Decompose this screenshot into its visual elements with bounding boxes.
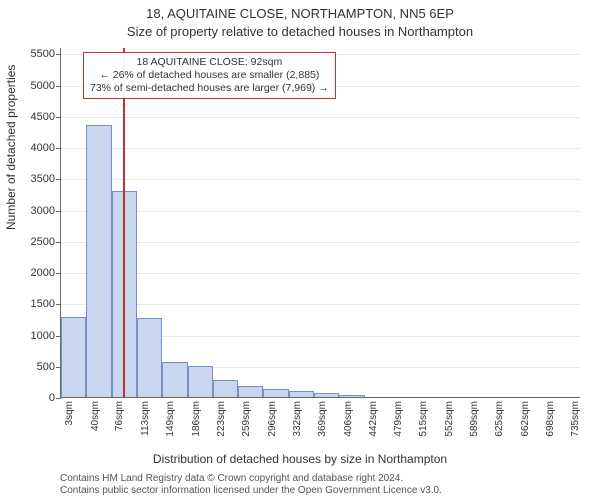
xtick-label: 296sqm [267, 401, 278, 437]
plot-inner: 0500100015002000250030003500400045005000… [61, 48, 580, 397]
gridline [61, 273, 580, 274]
xtick-label: 515sqm [418, 401, 429, 437]
xtick-label: 76sqm [114, 401, 125, 431]
histogram-bar [263, 389, 288, 397]
gridline [61, 211, 580, 212]
gridline [61, 117, 580, 118]
histogram-bar [289, 391, 314, 397]
ytick-mark [56, 54, 61, 55]
histogram-bar [339, 395, 364, 398]
ytick-mark [56, 148, 61, 149]
gridline [61, 304, 580, 305]
ytick-label: 2500 [31, 236, 55, 248]
xtick-label: 3sqm [64, 401, 75, 425]
x-axis-label: Distribution of detached houses by size … [0, 452, 600, 466]
ytick-label: 5000 [31, 80, 55, 92]
ytick-mark [56, 211, 61, 212]
ytick-label: 3000 [31, 205, 55, 217]
xtick-label: 625sqm [494, 401, 505, 437]
histogram-bar [137, 318, 162, 397]
xtick-label: 552sqm [444, 401, 455, 437]
ytick-label: 3500 [31, 173, 55, 185]
property-marker-line [123, 48, 125, 397]
ytick-mark [56, 242, 61, 243]
y-axis-label: Number of detached properties [4, 65, 18, 230]
xtick-label: 589sqm [469, 401, 480, 437]
xtick-label: 186sqm [191, 401, 202, 437]
annotation-line-3: 73% of semi-detached houses are larger (… [90, 82, 329, 95]
xtick-label: 442sqm [368, 401, 379, 437]
ytick-label: 5500 [31, 48, 55, 60]
ytick-mark [56, 398, 61, 399]
annotation-box: 18 AQUITAINE CLOSE: 92sqm← 26% of detach… [83, 52, 336, 99]
ytick-label: 1500 [31, 298, 55, 310]
gridline [61, 148, 580, 149]
xtick-label: 223sqm [216, 401, 227, 437]
annotation-line-2: ← 26% of detached houses are smaller (2,… [90, 69, 329, 82]
histogram-bar [213, 380, 238, 397]
xtick-label: 698sqm [545, 401, 556, 437]
histogram-bar [61, 317, 86, 397]
ytick-label: 0 [49, 392, 55, 404]
footer-line-1: Contains HM Land Registry data © Crown c… [60, 473, 403, 484]
chart-subtitle: Size of property relative to detached ho… [0, 24, 600, 39]
gridline [61, 242, 580, 243]
ytick-mark [56, 304, 61, 305]
xtick-label: 259sqm [241, 401, 252, 437]
histogram-bar [314, 393, 339, 397]
gridline [61, 179, 580, 180]
histogram-bar [188, 366, 213, 397]
plot-area: 0500100015002000250030003500400045005000… [60, 48, 580, 398]
ytick-mark [56, 86, 61, 87]
xtick-label: 406sqm [343, 401, 354, 437]
xtick-label: 662sqm [520, 401, 531, 437]
footer-line-2: Contains public sector information licen… [60, 485, 442, 496]
ytick-label: 500 [37, 361, 55, 373]
xtick-label: 332sqm [292, 401, 303, 437]
ytick-mark [56, 117, 61, 118]
ytick-mark [56, 273, 61, 274]
histogram-bar [162, 362, 187, 397]
ytick-label: 4500 [31, 111, 55, 123]
annotation-line-1: 18 AQUITAINE CLOSE: 92sqm [90, 56, 329, 69]
xtick-label: 40sqm [90, 401, 101, 431]
property-size-chart: 18, AQUITAINE CLOSE, NORTHAMPTON, NN5 6E… [0, 0, 600, 500]
histogram-bar [86, 125, 111, 397]
xtick-label: 735sqm [570, 401, 581, 437]
xtick-label: 113sqm [140, 401, 151, 436]
chart-title: 18, AQUITAINE CLOSE, NORTHAMPTON, NN5 6E… [0, 6, 600, 21]
xtick-label: 479sqm [393, 401, 404, 437]
ytick-label: 4000 [31, 142, 55, 154]
histogram-bar [238, 386, 263, 397]
ytick-label: 1000 [31, 330, 55, 342]
xtick-label: 369sqm [317, 401, 328, 437]
xtick-label: 149sqm [165, 401, 176, 437]
ytick-mark [56, 179, 61, 180]
ytick-label: 2000 [31, 267, 55, 279]
